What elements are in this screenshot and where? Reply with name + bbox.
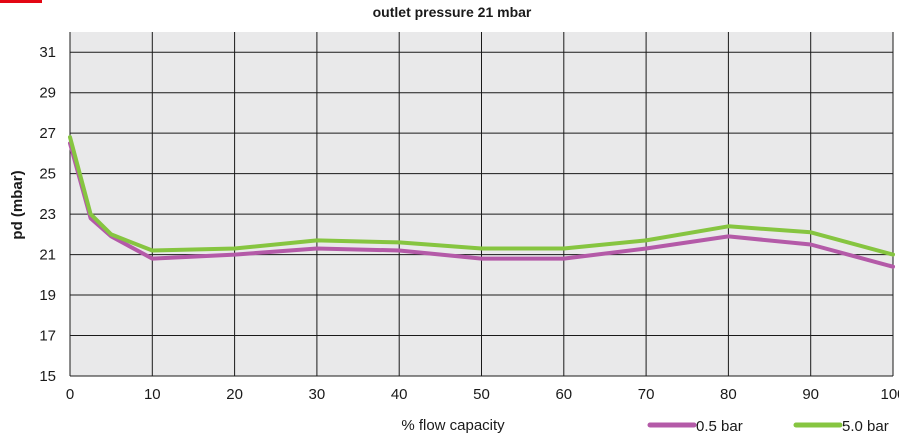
series-lines [68, 135, 895, 269]
x-tick-label: 0 [66, 386, 74, 403]
x-axis-label: % flow capacity [401, 417, 505, 434]
chart-title: outlet pressure 21 mbar [373, 4, 532, 20]
legend-label: 5.0 bar [842, 418, 889, 435]
x-tick-label: 100 [880, 386, 899, 403]
x-tick-label: 60 [555, 386, 572, 403]
x-tick-label: 80 [720, 386, 737, 403]
y-tick-label: 23 [39, 206, 56, 223]
y-tick-label: 19 [39, 287, 56, 304]
x-tick-label: 10 [144, 386, 161, 403]
y-tick-label: 15 [39, 368, 56, 385]
x-tick-label: 30 [309, 386, 326, 403]
y-tick-label: 31 [39, 44, 56, 61]
x-tick-label: 40 [391, 386, 408, 403]
y-tick-labels: 15 17 19 21 23 25 27 29 31 [39, 44, 56, 385]
y-tick-label: 25 [39, 166, 56, 183]
series-line-5-0-bar [68, 135, 895, 257]
y-axis-label: pd (mbar) [9, 170, 26, 239]
y-tick-label: 27 [39, 125, 56, 142]
legend: 0.5 bar 5.0 bar [647, 418, 889, 435]
brand-accent-bar [0, 0, 42, 3]
x-tick-label: 70 [638, 386, 655, 403]
legend-label: 0.5 bar [696, 418, 743, 435]
x-tick-label: 90 [802, 386, 819, 403]
x-tick-labels: 0 10 20 30 40 50 60 70 80 90 100 [66, 386, 899, 403]
y-tick-label: 21 [39, 247, 56, 264]
x-tick-label: 50 [473, 386, 490, 403]
x-tick-label: 20 [226, 386, 243, 403]
y-tick-label: 17 [39, 328, 56, 345]
y-tick-label: 29 [39, 85, 56, 102]
